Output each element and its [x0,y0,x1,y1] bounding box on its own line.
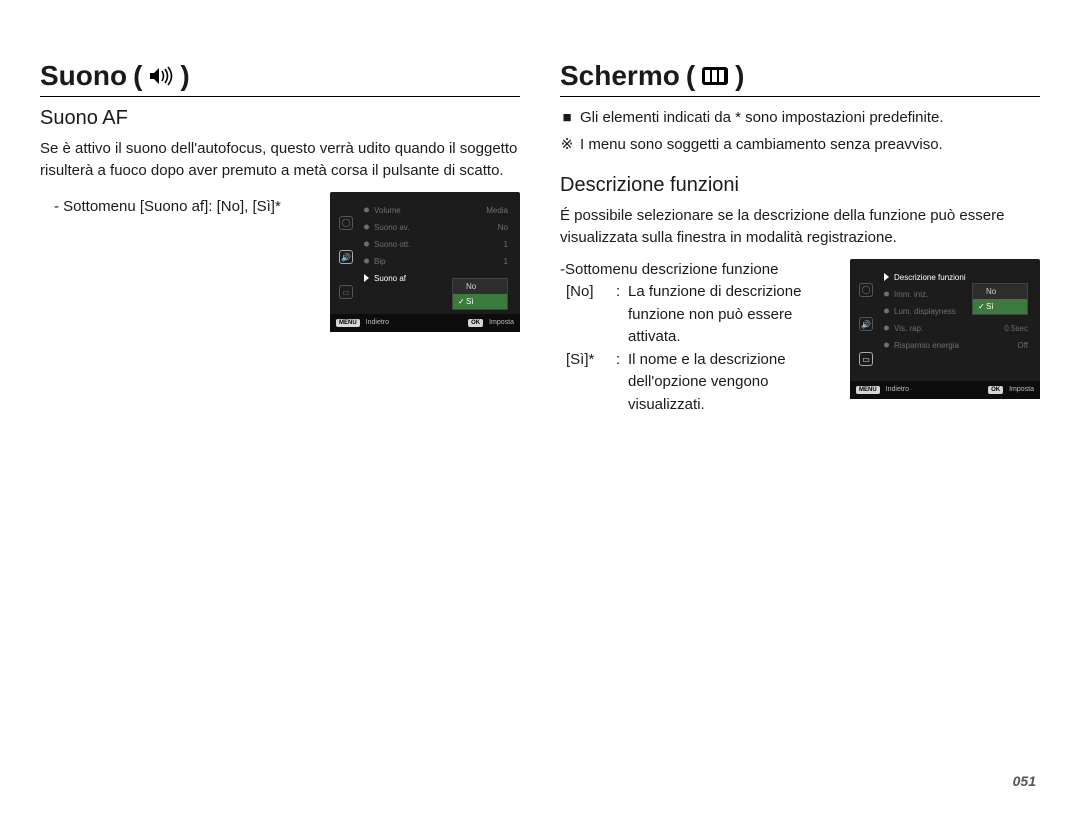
menu-value: 1 [504,257,508,266]
menu-row: Vis. rap. 0.5sec [884,320,1034,337]
ok-button-icon: OK [988,386,1003,394]
title-text: Schermo [560,60,680,92]
title-open-paren: ( [686,60,695,92]
menu-value: No [498,223,508,232]
menu-label: Lum. displayness [894,307,956,316]
colon: : [616,281,624,349]
option-list: [No] : La funzione di descrizione funzio… [566,281,834,416]
note-text: I menu sono soggetti a cambiamento senza… [580,134,943,157]
display-tab-icon: ▭ [339,285,353,299]
sound-tab-icon: 🔊 [339,250,353,264]
footer-back-label: Indietro [366,319,389,326]
title-close-paren: ) [735,60,744,92]
menu-label: Risparmio energia [894,341,959,350]
lcd-side-icons: ◯ 🔊 ▭ [856,273,876,377]
menu-label: Volume [374,206,401,215]
subtitle-descrizione: Descrizione funzioni [560,174,1040,197]
display-tab-icon: ▭ [859,352,873,366]
lcd-dropdown: No ✓Sì [452,278,508,310]
display-icon [701,66,729,86]
page-number: 051 [1013,773,1036,789]
note-default: ■ Gli elementi indicati da * sono impost… [560,107,1040,130]
option-text: Il nome e la descrizione dell'opzione ve… [628,349,834,417]
left-column: Suono ( ) Suono AF Se è attivo il suono … [40,60,520,416]
option-text: La funzione di descrizione funzione non … [628,281,834,349]
note-change: ※ I menu sono soggetti a cambiamento sen… [560,134,1040,157]
menu-label: Suono av. [374,223,409,232]
menu-row: Volume Media [364,202,514,219]
menu-button-icon: MENU [336,319,360,327]
menu-label: Bip [374,257,386,266]
option-key: [Sì]* [566,349,612,417]
lcd-side-icons: ◯ 🔊 ▭ [336,206,356,310]
option-row: [No] : La funzione di descrizione funzio… [566,281,834,349]
menu-value: 0.5sec [1004,324,1028,333]
lcd-footer: MENU Indietro OK Imposta [330,314,520,332]
lcd-suono: ◯ 🔊 ▭ Volume Media Suono av. No Suono ot… [330,192,520,332]
mode-icon: ◯ [339,216,353,230]
paragraph-suono-af: Se è attivo il suono dell'autofocus, que… [40,138,520,182]
menu-label: Descrizione funzioni [894,273,966,282]
option-row: [Sì]* : Il nome e la descrizione dell'op… [566,349,834,417]
submenu-suono-af: - Sottomenu [Suono af]: [No], [Sì]* [54,196,316,219]
dropdown-option: No [453,279,507,294]
check-icon: ✓ [458,297,466,306]
menu-value: Off [1017,341,1028,350]
manual-page: Suono ( ) Suono AF Se è attivo il suono … [40,60,1040,416]
check-icon: ✓ [978,302,986,311]
footer-ok-label: Imposta [489,319,514,326]
dropdown-option: No [973,284,1027,299]
title-close-paren: ) [180,60,189,92]
menu-label: Suono af [374,274,406,283]
option-key: [No] [566,281,612,349]
footer-back-label: Indietro [886,386,909,393]
menu-label: Suono ott. [374,240,410,249]
menu-label: Imm. iniz. [894,290,928,299]
submenu-intro: -Sottomenu descrizione funzione [560,259,834,282]
sound-tab-icon: 🔊 [859,317,873,331]
lcd-footer: MENU Indietro OK Imposta [850,381,1040,399]
dropdown-option-selected: ✓Sì [973,299,1027,314]
subtitle-suono-af: Suono AF [40,107,520,130]
menu-value: 1 [504,240,508,249]
lcd-dropdown: No ✓Sì [972,283,1028,315]
ok-button-icon: OK [468,319,483,327]
mode-icon: ◯ [859,283,873,297]
paragraph-descrizione: É possibile selezionare se la descrizion… [560,205,1040,249]
dropdown-option-selected: ✓Sì [453,294,507,309]
menu-row: Bip 1 [364,253,514,270]
menu-row: Risparmio energia Off [884,337,1034,354]
menu-row: Suono ott. 1 [364,236,514,253]
menu-button-icon: MENU [856,386,880,394]
lcd-schermo: ◯ 🔊 ▭ Descrizione funzioni Imm. iniz. Lu… [850,259,1040,399]
section-title-suono: Suono ( ) [40,60,520,97]
right-column: Schermo ( ) ■ Gli elementi indicati da *… [560,60,1040,416]
lcd-menu: Volume Media Suono av. No Suono ott. 1 B… [364,202,514,287]
title-open-paren: ( [133,60,142,92]
lcd-menu: Descrizione funzioni Imm. iniz. Lum. dis… [884,269,1034,354]
colon: : [616,349,624,417]
menu-value: Media [486,206,508,215]
menu-label: Vis. rap. [894,324,923,333]
section-title-schermo: Schermo ( ) [560,60,1040,97]
square-bullet-icon: ■ [560,107,574,130]
footer-ok-label: Imposta [1009,386,1034,393]
title-text: Suono [40,60,127,92]
menu-row: Suono av. No [364,219,514,236]
reference-mark-icon: ※ [560,134,574,157]
note-text: Gli elementi indicati da * sono impostaz… [580,107,944,130]
speaker-icon [148,65,174,87]
